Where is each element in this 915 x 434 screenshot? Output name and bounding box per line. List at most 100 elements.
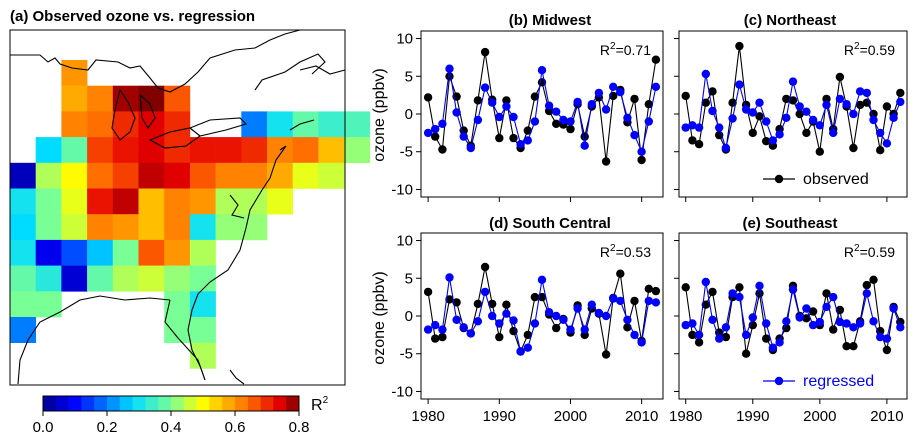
data-point-regressed [782,317,791,326]
data-point-regressed [466,143,475,153]
coastline [17,295,171,385]
data-point-observed [523,330,532,340]
data-point-observed [509,133,518,143]
heatmap-cell [112,162,139,189]
colorbar-swatch [196,396,210,411]
data-point-regressed [480,287,490,297]
data-point-observed [822,289,831,298]
data-point-regressed [495,112,504,122]
y-tick-label: 0 [405,308,413,325]
data-point-regressed [552,311,561,321]
data-point-regressed [431,320,440,330]
heatmap-cell [87,85,114,112]
coastline [229,369,245,385]
data-point-regressed [537,275,547,284]
data-point-observed [815,147,824,156]
data-point-observed [423,93,433,102]
coastline [299,65,346,75]
heatmap-cell [35,137,62,164]
data-point-regressed [644,296,653,306]
data-point-regressed [876,128,885,138]
coastline [139,93,156,130]
panel-c-plot: R2=0.59 observed [674,30,908,202]
data-point-regressed [768,136,778,145]
panel-c-title: (c) Northeast [744,12,837,29]
panel-b-plot: -10 -5 0 5 10 R2=0.71 [391,30,664,202]
heatmap-cell [292,111,319,138]
panel-e-plot: 1980 1990 2000 2010 R2=0.59 regressed [669,232,908,425]
colorbar-swatch [247,396,261,411]
data-point-regressed [762,319,771,328]
data-point-regressed [842,100,851,109]
r2-annotation: R2=0.59 [844,243,895,260]
colorbar-swatch [171,396,185,411]
data-point-regressed [530,319,540,328]
data-point-regressed [782,113,791,123]
data-point-regressed [452,315,461,324]
data-point-regressed [594,88,604,98]
data-point-observed [480,262,490,272]
heatmap-cell [164,291,191,318]
y-tick-label: -5 [400,144,413,161]
coastline [188,117,248,137]
heatmap-cell [164,214,191,241]
heatmap-cell [318,137,345,164]
data-point-regressed [721,323,731,332]
data-point-observed [728,98,737,107]
heatmap-cell [189,317,216,343]
colorbar-swatch [158,396,172,411]
heatmap-cell [164,188,191,215]
data-point-observed [782,323,791,333]
heatmap-cell [215,137,242,164]
data-point-regressed [488,311,497,321]
data-point-regressed [788,285,798,294]
heatmap-cell [292,162,319,189]
data-point-observed [601,157,611,166]
colorbar-swatch [68,396,82,411]
legend-label-observed: observed [803,171,869,188]
heatmap-cell [112,188,139,215]
data-point-regressed [423,128,433,138]
heatmap-cell [87,239,114,266]
map-frame [9,29,346,386]
r2-annotation: R2=0.59 [844,41,895,58]
data-point-regressed [768,343,778,352]
data-point-observed [566,124,575,134]
heatmap-cell [87,137,114,164]
heatmap-cell [215,162,242,189]
heatmap-cell [318,111,345,138]
colorbar-swatch [107,396,121,411]
heatmap-cell [112,239,139,266]
data-point-observed [530,292,540,302]
heatmap-cell [61,214,88,241]
data-point-regressed [694,123,704,132]
data-point-observed [755,112,764,121]
data-point-regressed [815,317,824,327]
data-point-regressed [445,273,454,282]
data-point-regressed [701,277,710,287]
data-point-observed [708,87,717,96]
heatmap-cell [215,188,242,215]
data-point-observed [849,342,858,351]
x-tick-label: 2000 [803,408,836,425]
heatmap-cell [61,137,88,164]
data-point-observed [735,41,744,51]
heatmap-cell [189,188,216,215]
data-point-regressed [889,113,898,123]
legend-marker-regressed [774,376,784,386]
heatmap-cell [164,265,191,292]
heatmap-cell [267,188,293,215]
heatmap-cell [138,162,165,189]
data-point-regressed [808,115,818,125]
coastline [289,119,315,131]
heatmap-cell [61,188,88,215]
coastline [229,194,245,219]
heatmap-cell [35,265,62,292]
colorbar-tick-label: 0.2 [97,419,118,434]
heatmap-cell [344,111,371,138]
data-point-regressed [822,302,831,312]
data-point-regressed [762,117,771,126]
heatmap-cell [61,162,88,189]
data-point-observed [788,96,798,105]
data-point-observed [681,283,690,292]
